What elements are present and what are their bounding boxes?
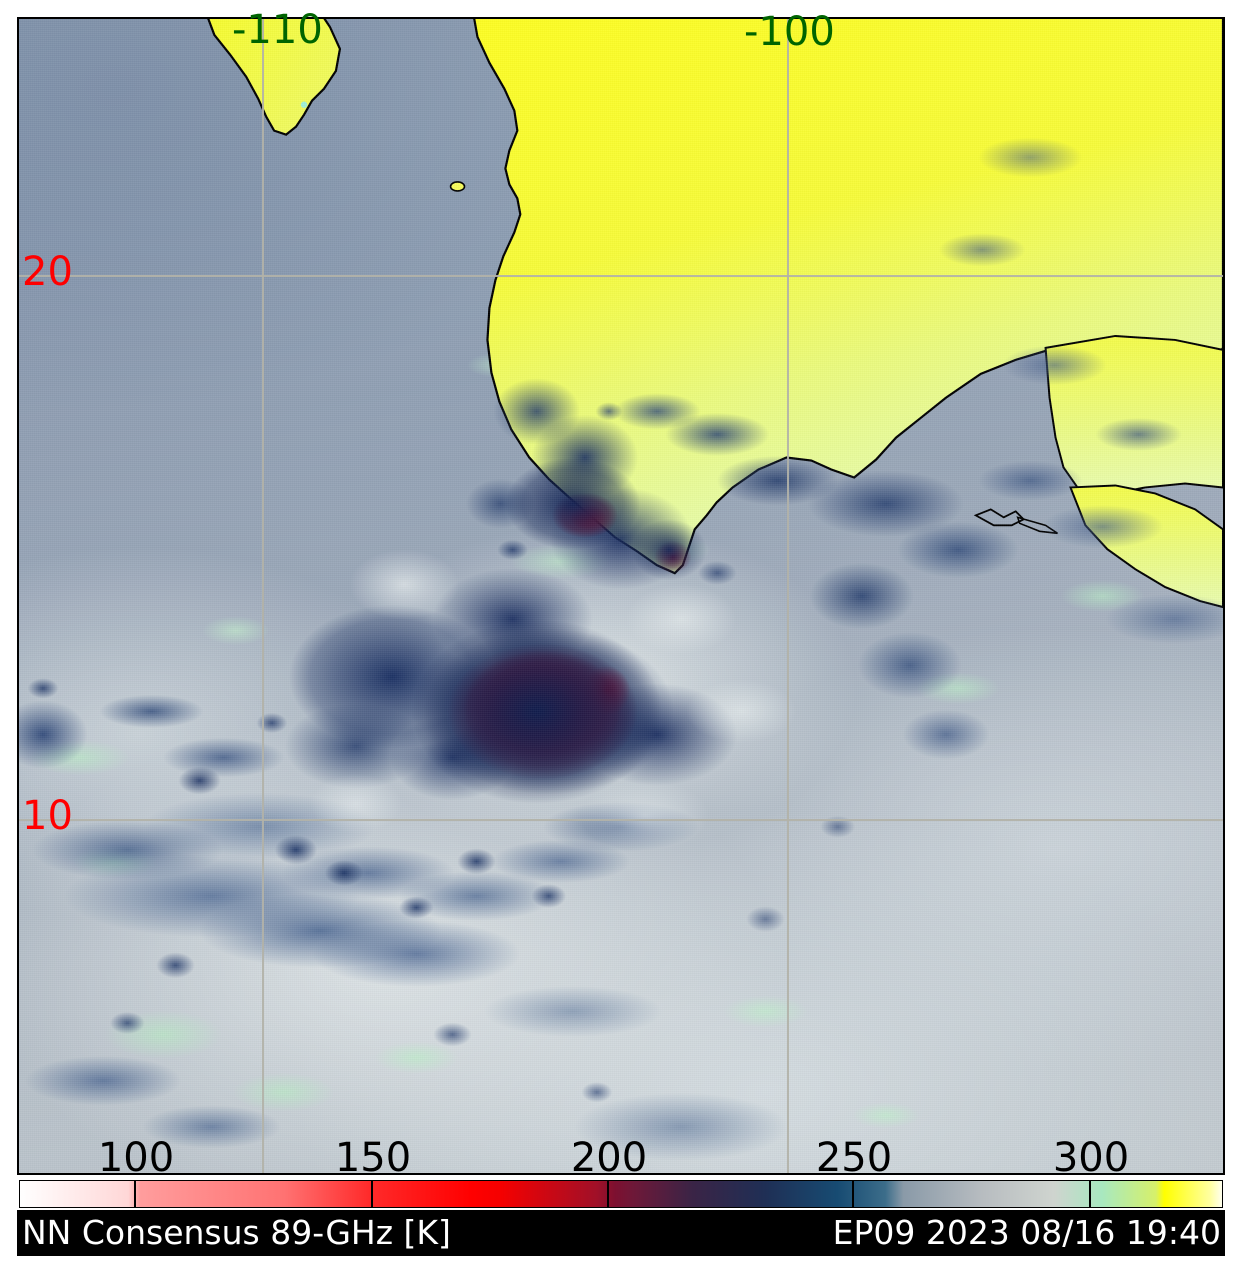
product-label: NN Consensus 89-GHz [K] xyxy=(22,1213,451,1252)
scattered-cold-cells xyxy=(19,19,1223,1173)
colorbar-separator-200 xyxy=(607,1181,609,1207)
lon-label-minus100: -100 xyxy=(744,9,835,55)
colorbar-separator-300 xyxy=(1089,1181,1091,1207)
colorbar-separator-150 xyxy=(371,1181,373,1207)
lat-label-10: 10 xyxy=(22,793,73,839)
colorbar-separator-250 xyxy=(852,1181,854,1207)
lon-label-minus110: -110 xyxy=(232,7,323,53)
colorbar[interactable] xyxy=(19,1180,1223,1208)
gridline-lat-20 xyxy=(19,275,1223,277)
map-canvas xyxy=(19,19,1223,1173)
pixel-texture-overlay xyxy=(19,19,1223,1173)
colorbar-gradient xyxy=(20,1181,1222,1207)
gridline-lon-110 xyxy=(262,19,264,1173)
gridline-lon-100 xyxy=(787,19,789,1173)
colorbar-separator-100 xyxy=(134,1181,136,1207)
footer-bar: NN Consensus 89-GHz [K] EP09 2023 08/16 … xyxy=(17,1210,1225,1256)
lat-label-20: 20 xyxy=(22,249,73,295)
gridline-lat-10 xyxy=(19,819,1223,821)
storm-timestamp-label: EP09 2023 08/16 19:40 xyxy=(832,1213,1221,1252)
satellite-map-panel[interactable] xyxy=(17,17,1225,1175)
